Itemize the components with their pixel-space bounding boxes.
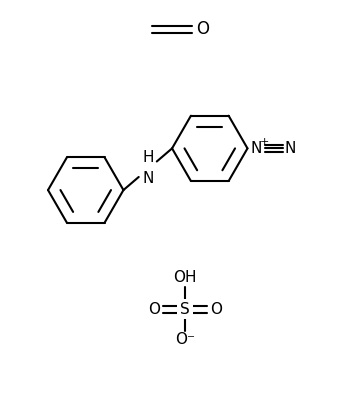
- Text: O: O: [148, 302, 160, 317]
- Text: OH: OH: [173, 270, 197, 285]
- Text: H: H: [142, 150, 153, 165]
- Text: N: N: [142, 171, 153, 186]
- Text: N: N: [284, 141, 296, 156]
- Text: O⁻: O⁻: [175, 332, 195, 347]
- Text: +: +: [260, 137, 269, 147]
- Text: S: S: [180, 302, 190, 317]
- Text: O: O: [196, 20, 209, 38]
- Text: N: N: [251, 141, 262, 156]
- Text: O: O: [210, 302, 222, 317]
